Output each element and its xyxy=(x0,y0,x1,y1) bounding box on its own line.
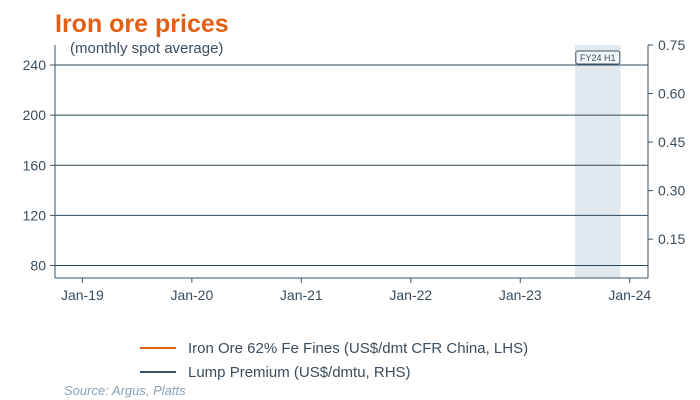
legend: Iron Ore 62% Fe Fines (US$/dmt CFR China… xyxy=(140,336,528,384)
source-note: Source: Argus, Platts xyxy=(64,383,186,398)
y-left-tick-label: 200 xyxy=(23,107,47,123)
legend-item-lump: Lump Premium (US$/dmtu, RHS) xyxy=(140,360,528,384)
y-left-tick-label: 240 xyxy=(23,57,47,73)
y-right-tick-label: 0.60 xyxy=(658,86,685,102)
highlight-label: FY24 H1 xyxy=(580,53,616,63)
legend-swatch-fines xyxy=(140,347,176,349)
y-left-tick-label: 160 xyxy=(23,157,47,173)
highlight-band xyxy=(575,45,621,278)
y-right-tick-label: 0.30 xyxy=(658,183,685,199)
x-tick-label: Jan-19 xyxy=(61,287,104,303)
legend-item-fines: Iron Ore 62% Fe Fines (US$/dmt CFR China… xyxy=(140,336,528,360)
y-left-tick-label: 80 xyxy=(30,257,46,273)
highlight-label-box xyxy=(575,50,621,65)
y-left-tick-label: 120 xyxy=(23,207,47,223)
x-tick-label: Jan-24 xyxy=(608,287,651,303)
x-tick-label: Jan-20 xyxy=(170,287,213,303)
legend-swatch-lump xyxy=(140,371,176,373)
x-tick-label: Jan-23 xyxy=(499,287,542,303)
y-right-tick-label: 0.75 xyxy=(658,37,685,53)
legend-label-fines: Iron Ore 62% Fe Fines (US$/dmt CFR China… xyxy=(188,339,529,357)
chart-subtitle: (monthly spot average) xyxy=(70,40,224,57)
x-tick-label: Jan-22 xyxy=(389,287,432,303)
x-tick-label: Jan-21 xyxy=(280,287,323,303)
y-right-tick-label: 0.45 xyxy=(658,134,685,150)
y-right-tick-label: 0.15 xyxy=(658,231,685,247)
chart-title: Iron ore prices xyxy=(55,10,229,38)
legend-label-lump: Lump Premium (US$/dmtu, RHS) xyxy=(188,363,411,381)
